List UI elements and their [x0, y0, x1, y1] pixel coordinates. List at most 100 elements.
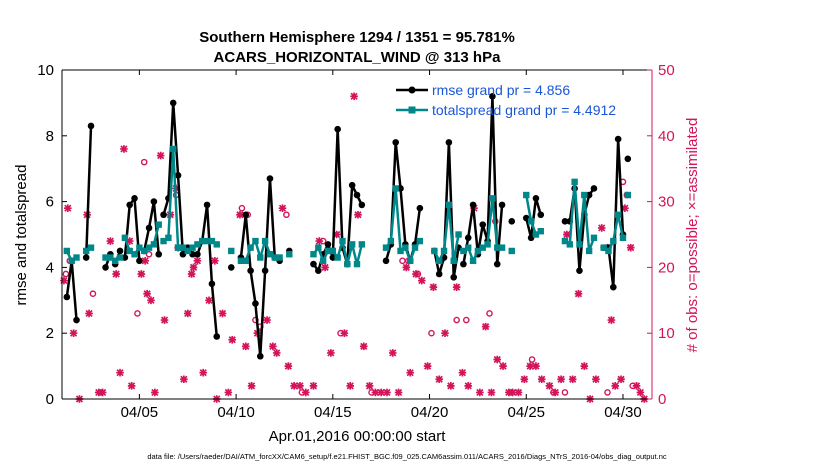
- spread-point: [111, 257, 119, 265]
- obs-possible-point: [462, 316, 470, 324]
- obs-assimilated-point: [354, 210, 362, 219]
- rmse-point: [174, 171, 182, 179]
- obs-assimilated-point: [626, 243, 635, 252]
- rmse-point: [136, 257, 143, 265]
- spread-point: [319, 257, 327, 265]
- spread-point: [310, 251, 317, 258]
- obs-assimilated-point: [402, 263, 411, 272]
- spread-point: [63, 247, 71, 255]
- obs-assimilated-point: [98, 388, 107, 397]
- obs-assimilated-point: [359, 342, 368, 351]
- obs-assimilated-point: [199, 368, 208, 377]
- rmse-point: [464, 234, 472, 242]
- spread-point: [397, 247, 404, 255]
- rmse-point: [479, 221, 487, 228]
- obs-assimilated-point: [481, 322, 490, 331]
- obs-assimilated-point: [365, 382, 374, 390]
- x-tick-label: 04/10: [217, 404, 255, 421]
- obs-possible-point: [561, 389, 569, 396]
- spread-point: [276, 254, 283, 261]
- obs-assimilated-point: [151, 388, 159, 397]
- rmse-line-segment: [65, 259, 78, 321]
- rmse-point: [145, 224, 153, 232]
- y2-tick-label: 0: [658, 391, 666, 408]
- obs-assimilated-point: [505, 388, 513, 397]
- obs-assimilated-point: [205, 296, 213, 305]
- spread-point: [600, 244, 607, 251]
- spread-point: [581, 191, 588, 199]
- y-tick-label: 0: [46, 391, 54, 408]
- spread-point: [87, 244, 95, 251]
- obs-assimilated-point: [350, 92, 358, 101]
- rmse-point: [460, 260, 467, 268]
- rmse-point: [155, 250, 163, 258]
- spread-point: [527, 218, 535, 225]
- spread-point: [561, 237, 569, 245]
- rmse-point: [87, 122, 95, 130]
- spread-point: [315, 244, 322, 251]
- obs-possible-point: [238, 204, 246, 212]
- obs-assimilated-point: [147, 296, 155, 305]
- spread-point: [121, 234, 129, 241]
- obs-assimilated-point: [476, 388, 484, 397]
- plot-axes: 0 2 4 6 8 10 0 10 20 30 40 50 04/05 04/10 04/15 04/20 04…: [37, 62, 674, 421]
- obs-assimilated-point: [143, 289, 151, 298]
- spread-point: [469, 257, 477, 265]
- spread-point: [498, 244, 506, 251]
- obs-assimilated-point: [301, 388, 310, 397]
- y2-tick-label: 30: [658, 194, 675, 211]
- rmse-point: [382, 257, 390, 265]
- footnote: data file: /Users/raeder/DAI/ATM_forcXX/…: [147, 452, 667, 461]
- rmse-point: [63, 293, 71, 301]
- obs-assimilated-point: [508, 388, 517, 397]
- obs-assimilated-point: [247, 382, 256, 390]
- obs-possible-point: [89, 290, 97, 298]
- rmse-point: [537, 211, 545, 219]
- spread-point: [199, 237, 206, 245]
- rmse-point: [208, 280, 216, 288]
- rmse-point: [508, 218, 516, 225]
- rmse-point: [324, 241, 332, 248]
- obs-possible-point: [145, 250, 153, 258]
- obs-assimilated-point: [563, 230, 571, 239]
- obs-assimilated-point: [452, 283, 461, 291]
- rmse-point: [445, 139, 453, 146]
- obs-assimilated-point: [211, 257, 219, 265]
- spread-point: [107, 254, 114, 261]
- spread-point: [455, 231, 462, 238]
- spread-point: [203, 237, 211, 245]
- spread-point: [339, 237, 346, 245]
- obs-assimilated-point: [346, 382, 355, 390]
- rmse-point: [160, 211, 167, 219]
- obs-assimilated-point: [551, 388, 560, 397]
- obs-assimilated-point: [532, 362, 540, 370]
- chart-subtitle: ACARS_HORIZONTAL_WIND @ 313 hPa: [214, 49, 502, 66]
- obs-assimilated-point: [632, 382, 641, 390]
- plot-marks: [60, 92, 649, 403]
- spread-point: [479, 244, 486, 251]
- obs-assimilated-point: [284, 362, 293, 370]
- y-tick-label: 8: [46, 128, 54, 145]
- spread-point: [585, 247, 593, 255]
- spread-point: [450, 257, 457, 265]
- obs-assimilated-point: [125, 237, 134, 245]
- rmse-point: [334, 125, 341, 133]
- obs-possible-point: [528, 356, 536, 363]
- obs-assimilated-point: [120, 145, 128, 153]
- obs-assimilated-point: [189, 263, 198, 272]
- spread-point: [392, 185, 399, 192]
- obs-assimilated-point: [429, 283, 438, 291]
- rmse-point: [82, 254, 90, 261]
- obs-assimilated-point: [371, 388, 380, 397]
- rmse-point: [102, 264, 109, 271]
- spread-point: [247, 244, 254, 251]
- spread-point: [624, 191, 632, 199]
- spread-point: [436, 257, 443, 265]
- spread-point: [266, 251, 274, 258]
- obs-assimilated-point: [60, 276, 68, 285]
- spread-point: [411, 244, 419, 251]
- rmse-point: [213, 333, 221, 340]
- obs-assimilated-point: [441, 329, 449, 337]
- spread-point: [174, 244, 182, 251]
- rmse-point: [489, 93, 496, 100]
